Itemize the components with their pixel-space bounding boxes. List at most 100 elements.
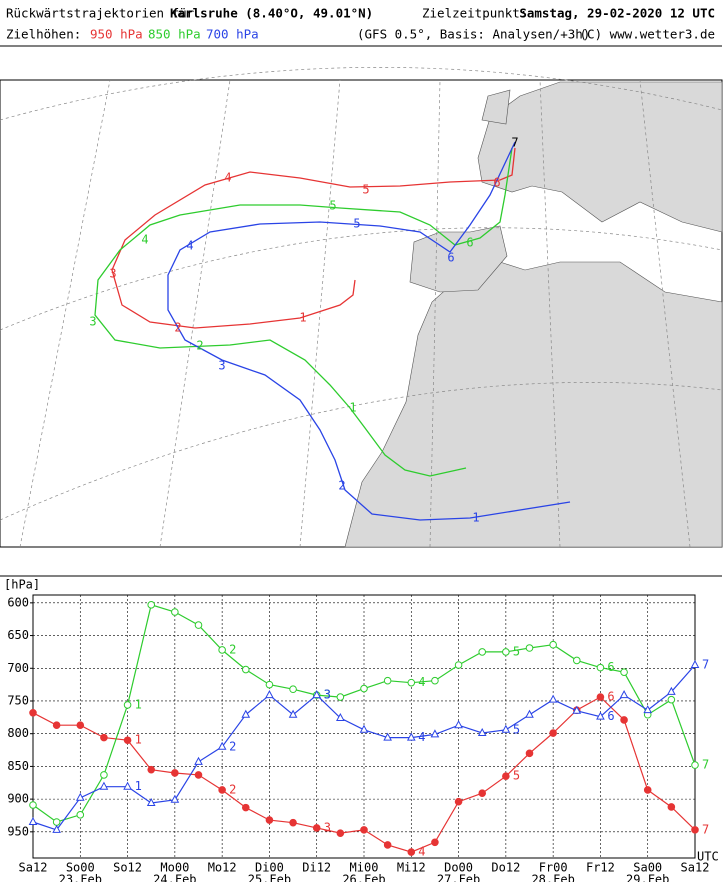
map-day-label: 6 (466, 236, 473, 250)
map-day-label: 1 (349, 401, 356, 415)
target-label: Zielzeitpunkt: (422, 6, 527, 21)
data-point (171, 769, 179, 777)
data-point (596, 711, 605, 720)
british-isles (481, 89, 511, 125)
data-point (501, 724, 511, 733)
day-label: 6 (607, 709, 614, 723)
x-unit: UTC (697, 850, 719, 864)
day-label: 7 (702, 822, 709, 836)
x-tick-label: Sa12 (19, 861, 48, 875)
data-point (548, 694, 558, 703)
data-point (75, 792, 85, 801)
data-point (288, 709, 298, 718)
data-point (289, 818, 297, 827)
graticule-line (299, 79, 341, 548)
data-point (336, 712, 345, 721)
day-label: 4 (418, 730, 425, 744)
data-point (667, 803, 676, 811)
data-point (194, 621, 203, 629)
data-point (643, 705, 653, 714)
data-point (430, 729, 440, 738)
graticule (0, 67, 723, 548)
trajectory-850 (94, 147, 513, 477)
data-point (525, 644, 534, 652)
y-tick-label: 900 (7, 792, 29, 806)
data-point (100, 771, 108, 779)
level-850: 850 hPa (148, 27, 201, 42)
map-day-label: 4 (224, 171, 231, 185)
data-point (218, 786, 226, 794)
chart: 600 650 700 750 800 850 900 950 Sa12 So00 So12 Mo00… (7, 595, 709, 886)
data-point (147, 601, 156, 609)
x-tick-label: So00 (66, 861, 95, 875)
data-point (312, 824, 321, 832)
data-point (690, 659, 700, 669)
data-point (383, 676, 392, 685)
trajectory-950 (111, 147, 516, 329)
data-point (667, 686, 676, 695)
map-day-label: 5 (353, 217, 360, 231)
data-point (454, 720, 463, 729)
x-tick-label: Do12 (491, 861, 520, 875)
data-point (525, 749, 534, 758)
x-tick-label: Mi12 (397, 861, 426, 875)
day-label: 4 (418, 675, 425, 689)
day-label: 5 (513, 722, 520, 736)
map-labels: 1 2 3 4 5 6 1 2 3 4 5 6 1 2 3 4 5 6 7 (89, 136, 518, 525)
map: 1 2 3 4 5 6 1 2 3 4 5 6 1 2 3 4 5 6 7 (0, 67, 723, 548)
data-point (478, 648, 487, 656)
data-point (406, 732, 416, 741)
data-point (691, 761, 699, 769)
day-label: 3 (324, 688, 331, 702)
data-point (620, 716, 628, 724)
map-day-label: 1 (299, 311, 306, 325)
graticule-line (19, 79, 111, 548)
day-label: 6 (607, 660, 614, 674)
graticule-line (639, 79, 691, 548)
y-tick-label: 650 (7, 628, 29, 642)
map-day-label: 2 (174, 321, 181, 335)
location: Karlsruhe (8.40°O, 49.01°N) (170, 6, 373, 21)
date-label: 24.Feb (153, 873, 196, 883)
map-day-label: 4 (141, 233, 148, 247)
data-point (596, 693, 605, 701)
day-label: 4 (418, 845, 425, 859)
map-day-label: 2 (338, 479, 345, 493)
model-info: (GFS 0.5°, Basis: Analysen/+3h) (357, 27, 590, 42)
level-950: 950 hPa (90, 27, 143, 42)
data-point (549, 640, 557, 649)
data-point (336, 693, 345, 701)
day-label: 1 (135, 697, 142, 711)
day-label: 7 (702, 658, 709, 672)
day-label: 2 (229, 782, 236, 796)
data-point (431, 838, 439, 847)
data-point (99, 781, 109, 790)
data-point (289, 685, 297, 694)
data-point (218, 646, 226, 654)
data-point (383, 732, 392, 741)
y-tick-label: 600 (7, 595, 29, 609)
y-tick-label: 950 (7, 824, 29, 838)
data-point (170, 794, 180, 803)
x-tick-label: Sa00 (633, 861, 662, 875)
date-label: 25.Feb (248, 873, 291, 883)
data-point (383, 841, 392, 849)
x-tick-label: Mi00 (350, 861, 379, 875)
data-point (241, 709, 251, 718)
data-point (691, 826, 699, 834)
data-point (241, 803, 250, 812)
y-tick-label: 750 (7, 693, 29, 707)
level-700: 700 hPa (206, 27, 259, 42)
map-day-label: 7 (511, 136, 518, 150)
y-unit: [hPa] (4, 578, 40, 592)
data-point (241, 665, 250, 674)
data-point (667, 695, 676, 704)
data-point (29, 801, 37, 809)
data-point (194, 771, 203, 779)
day-label: 6 (607, 690, 614, 704)
levels-label: Zielhöhen: (6, 27, 81, 42)
map-day-label: 2 (196, 339, 203, 353)
date-label: 23.Feb (59, 873, 102, 883)
map-day-label: 6 (493, 176, 500, 190)
data-point (477, 727, 487, 737)
